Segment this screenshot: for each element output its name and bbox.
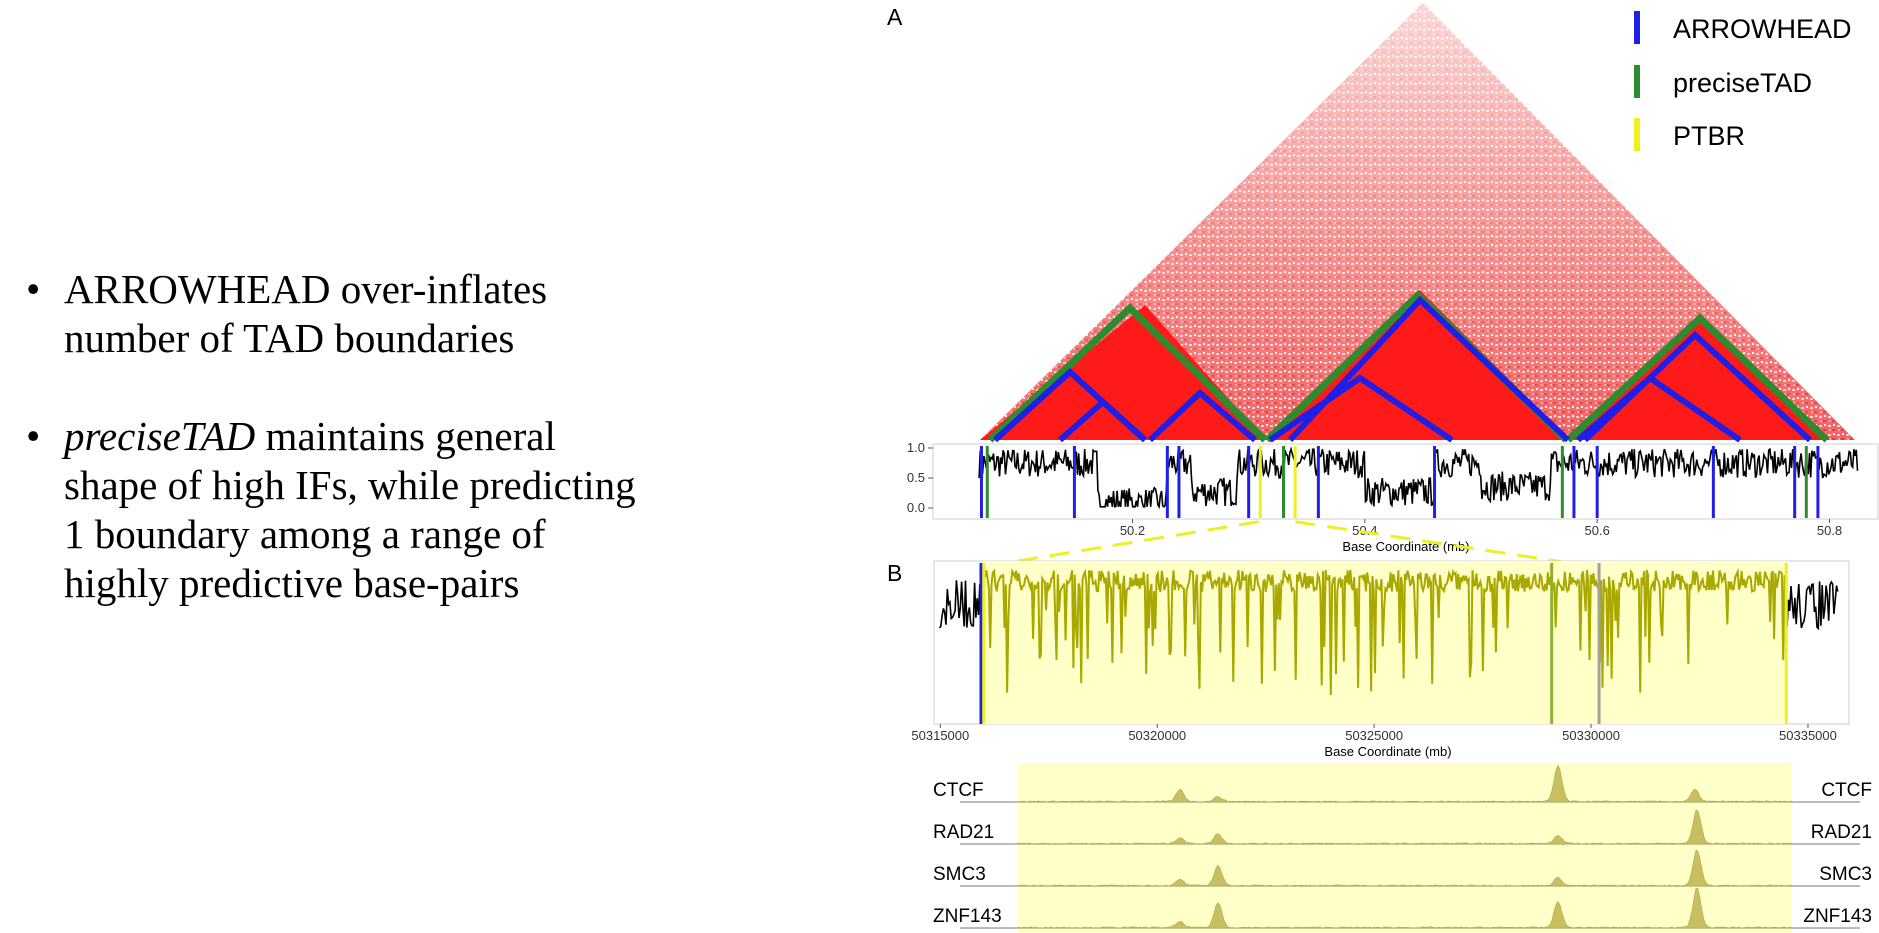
legend-label-ptbr: PTBR — [1673, 121, 1745, 151]
track-label-right-1: RAD21 — [1811, 822, 1872, 843]
track-label-left-2: SMC3 — [933, 864, 986, 885]
tad-region-2 — [1265, 290, 1570, 440]
bullet-precisetad: • preciseTAD maintains general shape of … — [26, 412, 746, 608]
panel-b-label: B — [887, 560, 902, 586]
panel-b-xtick-label-1: 50320000 — [1128, 728, 1186, 743]
precisetad-domain-3 — [1565, 313, 1830, 443]
track-signal-1 — [1017, 809, 1793, 845]
track-label-left-3: ZNF143 — [933, 906, 1002, 927]
bullet-2-line-4: highly predictive base-pairs — [64, 560, 520, 606]
hic-triangle-fade — [980, 3, 1855, 440]
track-signal-2 — [1017, 849, 1793, 887]
bullet-2-italic: preciseTAD — [64, 413, 256, 459]
panel-b-signal-inside — [984, 567, 1787, 695]
panel-a-xtick-label-1: 50.4 — [1352, 523, 1377, 538]
zoom-connector-right — [1289, 519, 1791, 598]
panel-b-plot: 50315000 50320000 50325000 50330000 50335000… — [911, 560, 1850, 759]
bullet-1-line-2: number of TAD boundaries — [64, 315, 515, 361]
panel-a-xtick-label-0: 50.2 — [1120, 523, 1145, 538]
legend-label-arrowhead: ARROWHEAD — [1673, 14, 1852, 44]
panel-b-xtick-label-2: 50325000 — [1345, 728, 1403, 743]
arrowhead-domain-5 — [1287, 295, 1571, 443]
tracks-ptbr-region — [1018, 763, 1792, 933]
panel-a-xtick-label-2: 50.6 — [1585, 523, 1610, 538]
panel-a-label: A — [887, 4, 903, 30]
bullet-arrowhead: • ARROWHEAD over-inflates number of TAD … — [26, 265, 746, 363]
track-label-right-2: SMC3 — [1819, 864, 1872, 885]
hic-heatmap — [980, 3, 1855, 443]
bullet-list: • ARROWHEAD over-inflates number of TAD … — [26, 265, 746, 657]
track-label-left-0: CTCF — [933, 780, 984, 801]
zoom-connector-left — [1017, 519, 1264, 563]
arrowhead-domain-7 — [1582, 330, 1813, 443]
panel-a-signal — [978, 446, 1859, 510]
panel-b-signal-outside — [938, 580, 1839, 631]
panel-a-xtick-label-3: 50.8 — [1817, 523, 1842, 538]
panel-b-xlabel: Base Coordinate (mb) — [1324, 744, 1451, 759]
arrowhead-domain-3 — [1147, 388, 1257, 443]
bullet-1-line-1: ARROWHEAD over-inflates — [64, 266, 548, 312]
bullet-2-line-1: maintains general — [255, 413, 556, 459]
panel-a-ytick-label-1: 0.5 — [907, 470, 925, 485]
track-label-left-1: RAD21 — [933, 822, 994, 843]
chipseq-tracks: CTCF CTCF RAD21 RAD21 SMC3 SMC3 ZNF143 ZNF143 — [933, 763, 1872, 933]
legend: ARROWHEAD preciseTAD PTBR — [1634, 11, 1852, 151]
track-label-right-0: CTCF — [1821, 780, 1872, 801]
track-signal-3 — [1017, 887, 1793, 929]
panel-b-xtick-label-0: 50315000 — [911, 728, 969, 743]
panel-a-xlabel: Base Coordinate (mb) — [1342, 539, 1469, 554]
arrowhead-domain-4 — [1268, 374, 1454, 443]
panel-a-frame — [932, 443, 1879, 520]
panel-a-ytick-label-0: 0.0 — [907, 500, 925, 515]
bullet-dot: • — [26, 266, 41, 312]
tad-region-1 — [980, 305, 1265, 440]
panel-a-plot: 0.0 0.5 1.0 50.2 50.4 50.6 50.8 Base Coordina… — [907, 440, 1879, 554]
legend-label-precisetad: preciseTAD — [1673, 68, 1812, 98]
precisetad-domain-1 — [987, 303, 1268, 443]
track-label-right-3: ZNF143 — [1803, 906, 1872, 927]
bullet-2-line-2: shape of high IFs, while predicting — [64, 462, 636, 508]
bullet-dot: • — [26, 413, 41, 459]
tad-region-3 — [1570, 315, 1830, 440]
panel-b-xtick-label-4: 50335000 — [1779, 728, 1837, 743]
panel-a-ytick-label-2: 1.0 — [907, 440, 925, 455]
panel-b-xtick-label-3: 50330000 — [1562, 728, 1620, 743]
bullet-2-line-3: 1 boundary among a range of — [64, 511, 546, 557]
track-signal-0 — [1017, 764, 1793, 803]
arrowhead-domain-2 — [1058, 397, 1148, 443]
